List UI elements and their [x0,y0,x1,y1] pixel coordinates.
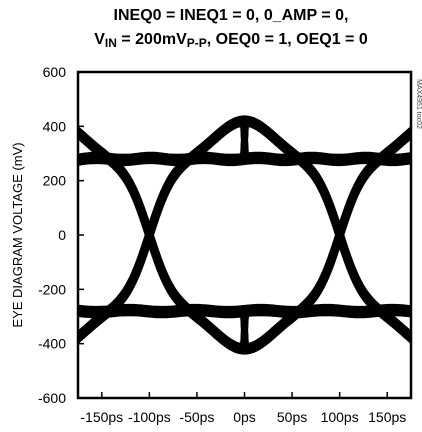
y-tick-label: 600 [43,64,67,80]
chart-title-line-2: VIN = 200mVP-P, OEQ0 = 1, OEQ1 = 0 [40,30,422,53]
left-rise-trace [78,115,411,341]
y-tick-label: 400 [43,118,67,134]
y-axis-title: EYE DIAGRAM VOLTAGE (mV) [10,142,25,327]
title-amplitude-text: = 200mV [116,31,187,48]
x-tick-label: -50ps [179,409,214,425]
y-tick-label: 0 [58,227,66,243]
y-tick-label: -400 [38,336,66,352]
chart-title-line-1: INEQ0 = INEQ1 = 0, 0_AMP = 0, [113,7,349,24]
x-tick-label: -150ps [80,409,123,425]
eye-traces [78,115,411,355]
title-vin-label: V [94,31,105,48]
x-tick-label: 150ps [368,409,406,425]
x-tick-label: 0ps [233,409,256,425]
y-tick-label: 200 [43,173,67,189]
x-tick-label: 100ps [321,409,359,425]
x-tick-label: 50ps [277,409,307,425]
y-axis-ticks: 600 400 200 0 -200 -400 -600 [38,64,84,406]
title-oeq-text: , OEQ0 = 1, OEQ1 = 0 [206,31,368,48]
figure-code-label: MAX4951 toc02 [415,79,422,129]
left-fall-trace [78,126,411,351]
title-vin-subscript: IN [104,36,117,50]
y-tick-label: -200 [38,281,66,297]
x-tick-label: -100ps [128,409,171,425]
y-tick-label: -600 [38,390,66,406]
x-axis-ticks: -150ps -100ps -50ps 0ps 50ps 100ps 150ps [80,392,406,425]
title-pp-subscript: P-P [186,36,207,50]
